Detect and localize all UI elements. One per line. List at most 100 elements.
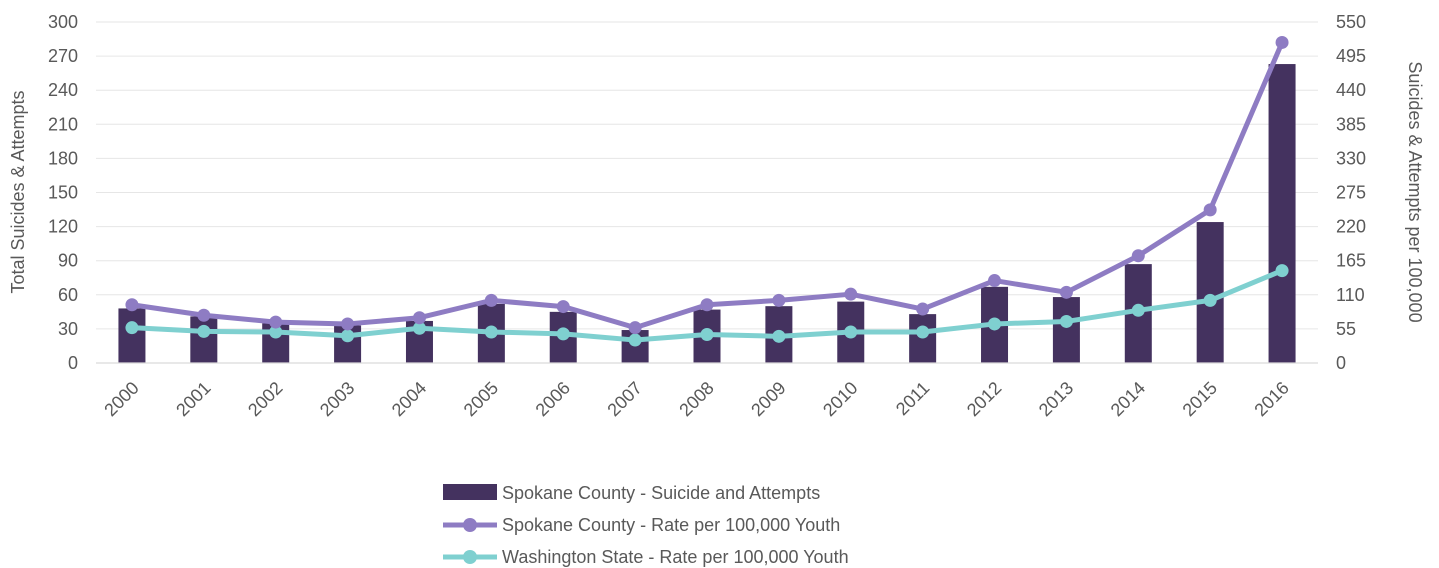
left-tick-label: 0 <box>68 353 78 373</box>
washington-rate-point <box>916 325 930 339</box>
washington-rate-point <box>1059 314 1073 328</box>
washington-rate-point <box>628 333 642 347</box>
x-tick-label: 2009 <box>747 378 789 420</box>
legend-item-washington-rate: Washington State - Rate per 100,000 Yout… <box>443 547 849 567</box>
bar <box>118 308 146 363</box>
spokane-rate-point <box>125 298 139 312</box>
right-tick-label: 55 <box>1336 319 1356 339</box>
spokane-rate-point <box>1059 285 1073 299</box>
left-tick-label: 120 <box>48 217 78 237</box>
right-tick-label: 440 <box>1336 80 1366 100</box>
spokane-rate-point <box>988 274 1002 288</box>
x-tick-label: 2012 <box>963 378 1005 420</box>
bar <box>909 314 937 363</box>
legend-swatch-washington-marker <box>463 550 477 564</box>
line-series <box>125 35 1289 347</box>
spokane-rate-point <box>341 317 355 331</box>
washington-rate-point <box>341 329 355 343</box>
spokane-rate-point <box>628 321 642 335</box>
spokane-rate-point <box>1131 249 1145 263</box>
x-tick-label: 2014 <box>1107 378 1149 420</box>
spokane-rate-point <box>556 300 570 314</box>
right-tick-label: 385 <box>1336 114 1366 134</box>
x-tick-label: 2006 <box>532 378 574 420</box>
right-tick-label: 220 <box>1336 217 1366 237</box>
washington-rate-point <box>1275 264 1289 278</box>
left-axis: 0 30 60 90 120 150 180 210 240 270 300 <box>48 12 78 373</box>
right-tick-label: 165 <box>1336 251 1366 271</box>
legend-label-bars: Spokane County - Suicide and Attempts <box>502 483 820 503</box>
legend-item-bars: Spokane County - Suicide and Attempts <box>443 483 820 503</box>
right-tick-label: 550 <box>1336 12 1366 32</box>
x-tick-label: 2015 <box>1179 378 1221 420</box>
right-tick-label: 330 <box>1336 148 1366 168</box>
legend-label-washington-rate: Washington State - Rate per 100,000 Yout… <box>502 547 849 567</box>
washington-rate-point <box>556 327 570 341</box>
washington-rate-point <box>772 329 786 343</box>
x-tick-label: 2010 <box>819 378 861 420</box>
right-tick-label: 495 <box>1336 46 1366 66</box>
x-tick-label: 2013 <box>1035 378 1077 420</box>
legend: Spokane County - Suicide and Attempts Sp… <box>443 483 849 567</box>
left-tick-label: 30 <box>58 319 78 339</box>
left-tick-label: 300 <box>48 12 78 32</box>
washington-rate-point <box>988 317 1002 331</box>
x-tick-label: 2011 <box>892 378 934 420</box>
spokane-rate-point <box>700 298 714 312</box>
bar <box>1268 64 1296 363</box>
spokane-rate-point <box>916 302 930 316</box>
spokane-rate-point <box>1275 35 1289 49</box>
legend-label-spokane-rate: Spokane County - Rate per 100,000 Youth <box>502 515 840 535</box>
right-tick-label: 275 <box>1336 183 1366 203</box>
left-tick-label: 210 <box>48 114 78 134</box>
right-tick-label: 110 <box>1336 285 1365 305</box>
spokane-rate-point <box>484 293 498 307</box>
washington-rate-point <box>1131 303 1145 317</box>
legend-item-spokane-rate: Spokane County - Rate per 100,000 Youth <box>443 515 840 535</box>
x-tick-label: 2008 <box>675 378 717 420</box>
x-axis: 2000 2001 2002 2003 2004 2005 2006 2007 2008 2009… <box>96 362 1318 420</box>
washington-rate-point <box>700 327 714 341</box>
left-tick-label: 150 <box>48 183 78 203</box>
left-tick-label: 270 <box>48 46 78 66</box>
x-tick-label: 2000 <box>100 378 142 420</box>
washington-rate-point <box>125 321 139 335</box>
legend-swatch-bar <box>443 484 497 500</box>
spokane-rate-point <box>269 315 283 329</box>
right-axis: 0 55 110 165 220 275 330 385 440 495 550 <box>1336 12 1366 373</box>
x-tick-label: 2016 <box>1250 378 1292 420</box>
washington-rate-point <box>484 325 498 339</box>
x-tick-label: 2002 <box>244 378 286 420</box>
spokane-rate-line <box>129 39 1285 331</box>
spokane-rate-point <box>1203 203 1217 217</box>
right-tick-label: 0 <box>1336 353 1346 373</box>
bar-series <box>118 64 1296 363</box>
x-tick-label: 2007 <box>603 378 645 420</box>
bar <box>190 316 218 363</box>
spokane-rate-point <box>772 293 786 307</box>
spokane-rate-point <box>412 311 426 325</box>
washington-rate-point <box>197 324 211 338</box>
x-tick-label: 2005 <box>460 378 502 420</box>
bar <box>1196 222 1224 363</box>
bar <box>1052 297 1080 363</box>
spokane-rate-point <box>197 308 211 322</box>
left-tick-label: 90 <box>58 251 78 271</box>
legend-swatch-spokane-marker <box>463 518 477 532</box>
x-tick-label: 2004 <box>388 378 430 420</box>
spokane-rate-point <box>844 287 858 301</box>
washington-rate-point <box>269 325 283 339</box>
x-tick-label: 2003 <box>316 378 358 420</box>
left-tick-label: 240 <box>48 80 78 100</box>
left-axis-title: Total Suicides & Attempts <box>8 90 28 293</box>
washington-rate-point <box>844 325 858 339</box>
left-tick-label: 60 <box>58 285 78 305</box>
washington-rate-point <box>412 321 426 335</box>
washington-rate-point <box>1203 293 1217 307</box>
gridlines <box>96 21 1318 330</box>
left-tick-label: 180 <box>48 148 78 168</box>
x-tick-label: 2001 <box>172 378 214 420</box>
right-axis-title: Suicides & Attempts per 100,000 <box>1405 61 1425 322</box>
